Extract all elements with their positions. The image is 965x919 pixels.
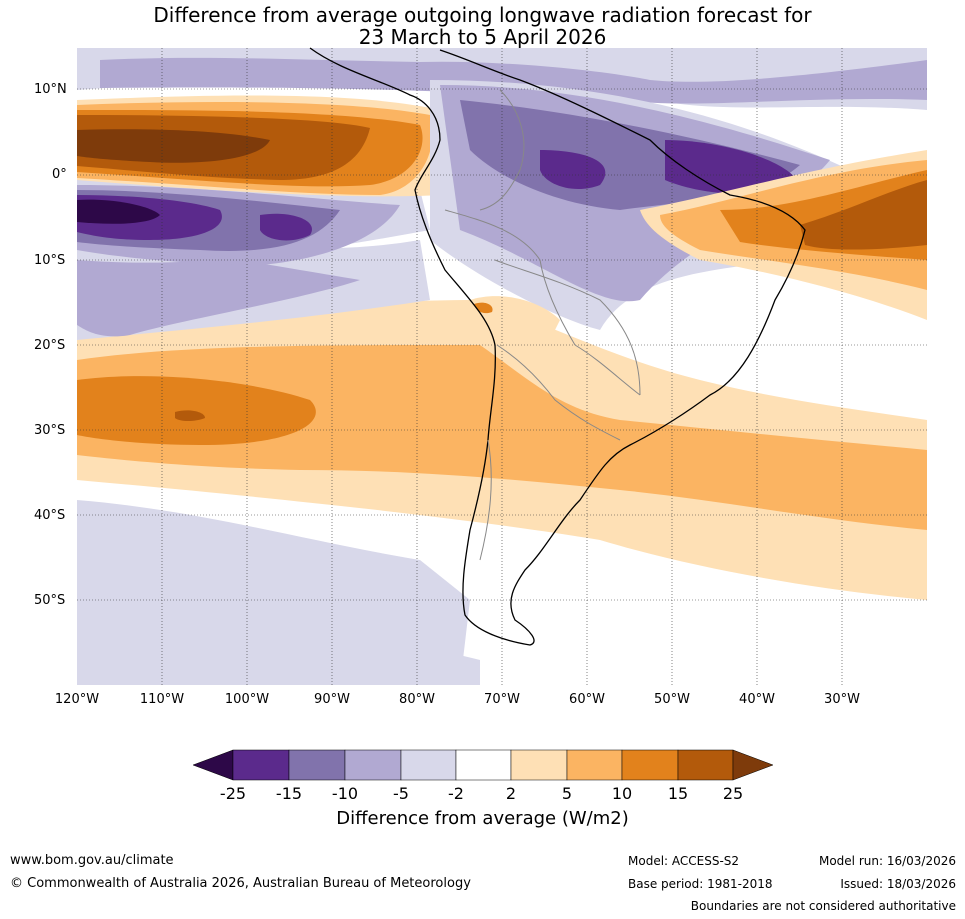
lat-label: 50°S	[34, 593, 66, 608]
lon-label: 90°W	[314, 692, 350, 707]
field-p15-atlantic	[800, 180, 927, 250]
disclaimer-text: Boundaries are not considered authoritat…	[690, 899, 956, 913]
lat-label: 30°S	[34, 423, 66, 438]
colorbar-bin-10-15	[621, 749, 679, 781]
lon-label: 70°W	[484, 692, 520, 707]
colorbar-tick: -2	[448, 784, 464, 803]
colorbar-tick: 15	[667, 784, 689, 803]
field-neg25-amazon	[540, 150, 606, 190]
colorbar-bin-neg10-neg5	[344, 749, 402, 781]
colorbar-tick: 25	[722, 784, 744, 803]
colorbar-tick: -5	[393, 784, 409, 803]
colorbar-label: Difference from average (W/m2)	[336, 808, 629, 829]
colorbar-arrow-low	[192, 749, 234, 781]
colorbar-bin-5-10	[566, 749, 623, 781]
base-period-text: Base period: 1981-2018	[628, 877, 773, 891]
colorbar-bin-neg2-2	[455, 749, 512, 781]
colorbar-bin-15-25	[677, 749, 734, 781]
lon-label: 30°W	[824, 692, 860, 707]
field-gt25-north	[77, 129, 270, 163]
model-text: Model: ACCESS-S2	[628, 854, 740, 868]
graticule	[77, 48, 927, 685]
lon-label: 110°W	[139, 692, 185, 707]
colorbar-bin-neg25-neg15	[232, 749, 290, 781]
colorbar-tick: -10	[331, 784, 359, 803]
anomaly-fields	[77, 48, 927, 685]
lon-label: 120°W	[54, 692, 100, 707]
colorbar-tick: 2	[505, 784, 517, 803]
colorbar-bin-neg15-neg10	[288, 749, 346, 781]
website-link[interactable]: www.bom.gov.au/climate	[10, 853, 174, 868]
model-run-text: Model run: 16/03/2026	[818, 854, 956, 868]
lon-label: 100°W	[224, 692, 270, 707]
lat-label: 40°S	[34, 508, 66, 523]
lat-label: 10°S	[34, 253, 66, 268]
colorbar-tick: -25	[219, 784, 247, 803]
lon-label: 40°W	[739, 692, 775, 707]
field-p2-andes	[470, 296, 560, 360]
lat-label: 0°	[52, 167, 67, 182]
lon-label: 60°W	[569, 692, 605, 707]
lat-label: 10°N	[34, 82, 67, 97]
title-line-1: Difference from average outgoing longwav…	[153, 3, 812, 27]
colorbar-tick: 5	[561, 784, 573, 803]
field-neg10-north	[100, 57, 927, 104]
field-p5-south-pacific	[77, 345, 927, 530]
lon-label: 80°W	[399, 692, 435, 707]
field-neg5-south-ocean	[77, 618, 480, 685]
map-title: Difference from average outgoing longwav…	[0, 4, 965, 48]
lon-label: 50°W	[654, 692, 690, 707]
country-borders	[444, 89, 641, 561]
colorbar	[192, 749, 774, 781]
issued-text: Issued: 18/03/2026	[840, 877, 956, 891]
title-line-2: 23 March to 5 April 2026	[358, 25, 607, 49]
field-lt-neg25-core	[77, 199, 160, 224]
colorbar-bin-neg5-neg2	[400, 749, 457, 781]
south-america-coastline	[309, 47, 806, 646]
field-p15-spot	[175, 410, 205, 421]
lat-label: 20°S	[34, 338, 66, 353]
field-neg25-spot	[260, 213, 312, 241]
field-p10-south-pacific	[77, 376, 316, 445]
colorbar-bin-2-5	[510, 749, 568, 781]
colorbar-arrow-high	[732, 749, 774, 781]
colorbar-tick: -15	[275, 784, 303, 803]
field-neg25-atlantic	[665, 140, 800, 195]
copyright-text: © Commonwealth of Australia 2026, Austra…	[10, 876, 471, 891]
colorbar-tick: 10	[611, 784, 633, 803]
